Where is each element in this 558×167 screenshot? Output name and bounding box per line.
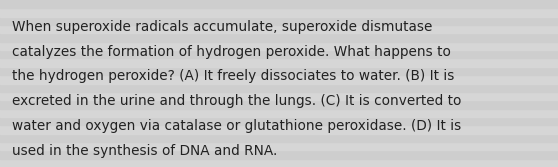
Text: the hydrogen peroxide? (A) It freely dissociates to water. (B) It is: the hydrogen peroxide? (A) It freely dis…: [12, 69, 455, 84]
Bar: [0, 75, 558, 84]
Bar: [0, 159, 558, 167]
Text: When superoxide radicals accumulate, superoxide dismutase: When superoxide radicals accumulate, sup…: [12, 20, 432, 34]
Bar: [0, 134, 558, 142]
Bar: [0, 8, 558, 17]
Bar: [0, 17, 558, 25]
Bar: [0, 109, 558, 117]
Bar: [0, 67, 558, 75]
Text: used in the synthesis of DNA and RNA.: used in the synthesis of DNA and RNA.: [12, 144, 278, 158]
Text: catalyzes the formation of hydrogen peroxide. What happens to: catalyzes the formation of hydrogen pero…: [12, 45, 451, 59]
Text: excreted in the urine and through the lungs. (C) It is converted to: excreted in the urine and through the lu…: [12, 94, 461, 108]
Bar: [0, 92, 558, 100]
Bar: [0, 150, 558, 159]
Bar: [0, 58, 558, 67]
Bar: [0, 25, 558, 33]
Bar: [0, 33, 558, 42]
Bar: [0, 125, 558, 134]
Text: water and oxygen via catalase or glutathione peroxidase. (D) It is: water and oxygen via catalase or glutath…: [12, 119, 461, 133]
Bar: [0, 142, 558, 150]
Bar: [0, 117, 558, 125]
Bar: [0, 42, 558, 50]
Bar: [0, 84, 558, 92]
Bar: [0, 100, 558, 109]
Bar: [0, 50, 558, 58]
Bar: [0, 0, 558, 8]
